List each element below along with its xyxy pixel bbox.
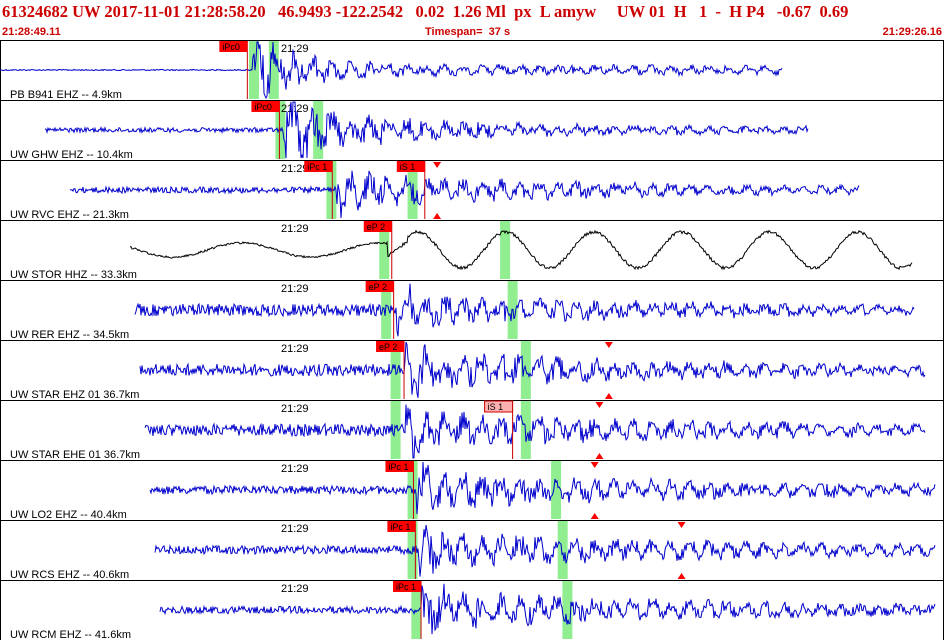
pick-window — [379, 221, 390, 279]
waveform-line — [0, 41, 783, 100]
station-label: UW RCM EHZ -- 41.6km — [10, 629, 131, 640]
pick-window — [551, 461, 562, 519]
pick-flag[interactable] — [219, 41, 248, 52]
waveform-line — [149, 461, 936, 515]
trace-panel[interactable]: 21:29 iPc0 PB B941 EHZ -- 4.9km — [0, 40, 944, 102]
amplitude-marker-bottom — [677, 573, 686, 579]
pick-window — [313, 101, 324, 159]
minute-tick-label: 21:29 — [281, 463, 309, 475]
panel-border — [0, 460, 944, 521]
amplitude-marker-bottom — [590, 513, 599, 519]
pick-window — [381, 281, 392, 339]
station-label: UW RCS EHZ -- 40.6km — [10, 569, 129, 581]
waveform-line — [159, 583, 936, 635]
pick-flag-label: iPc 1 — [388, 462, 408, 472]
pick-window — [520, 401, 531, 459]
timespan-label: Timespan= 37 s — [425, 26, 511, 38]
station-label: UW STAR EHE 01 36.7km — [10, 449, 140, 461]
pick-flag[interactable] — [484, 400, 514, 413]
station-label: UW RER EHZ -- 34.5km — [10, 329, 129, 341]
trace-panel[interactable]: 21:29 eP 2 UW STAR EHZ 01 36.7km — [0, 340, 944, 402]
pick-window — [268, 41, 279, 99]
panel-border — [0, 520, 944, 581]
pick-flag[interactable] — [363, 221, 392, 232]
amplitude-marker-top — [590, 462, 599, 468]
end-time: 21:29:26.16 — [882, 26, 942, 38]
trace-panel[interactable]: 21:29 eP 2 UW RER EHZ -- 34.5km — [0, 280, 944, 342]
pick-flag[interactable] — [365, 281, 394, 292]
minute-tick-label: 21:29 — [281, 523, 309, 535]
pick-window — [557, 521, 568, 579]
minute-tick-label: 21:29 — [281, 223, 309, 235]
pick-flag-label: iPc 1 — [396, 582, 416, 592]
station-label: UW RVC EHZ -- 21.3km — [10, 209, 129, 221]
waveform-line — [44, 101, 809, 159]
panel-border — [0, 400, 944, 461]
station-label: UW STAR EHZ 01 36.7km — [10, 389, 139, 401]
pick-flag-label: iPc0 — [222, 42, 240, 52]
amplitude-marker-top — [595, 402, 604, 408]
amplitude-marker-bottom — [604, 393, 613, 399]
pick-flag[interactable] — [393, 581, 422, 592]
station-label: UW GHW EHZ -- 10.4km — [10, 149, 133, 161]
waveform-line — [129, 229, 913, 271]
pick-flag-label: eP 2 — [369, 282, 387, 292]
station-label: PB B941 EHZ -- 4.9km — [10, 89, 122, 101]
trace-panel[interactable]: 21:29 iPc 1 UW RCM EHZ -- 41.6km — [0, 580, 944, 640]
panel-border — [0, 220, 944, 281]
pick-flag[interactable] — [376, 341, 405, 352]
amplitude-marker-bottom — [595, 453, 604, 459]
event-summary-line: 61324682 UW 2017-11-01 21:28:58.20 46.94… — [2, 2, 849, 21]
pick-flag-label: eP 2 — [367, 222, 385, 232]
pick-window — [248, 41, 259, 99]
amplitude-marker-top — [433, 162, 442, 168]
pick-flag-label: iPc 1 — [390, 522, 410, 532]
panel-border — [0, 340, 944, 401]
trace-panel[interactable]: 21:29 iPc 1 UW RCS EHZ -- 40.6km — [0, 520, 944, 582]
station-label: UW STOR HHZ -- 33.3km — [10, 269, 137, 281]
minute-tick-label: 21:29 — [281, 43, 309, 55]
panel-border — [0, 580, 944, 640]
pick-flag[interactable] — [304, 161, 333, 172]
minute-tick-label: 21:29 — [281, 343, 309, 355]
minute-tick-label: 21:29 — [281, 403, 309, 415]
minute-tick-label: 21:29 — [281, 283, 309, 295]
station-label: UW LO2 EHZ -- 40.4km — [10, 509, 127, 521]
minute-tick-label: 21:29 — [281, 103, 309, 115]
pick-flag-label: iPc 1 — [307, 162, 327, 172]
waveform-line — [144, 404, 926, 459]
pick-flag-label: iS 1 — [400, 162, 416, 172]
pick-window — [411, 581, 422, 639]
pick-flag[interactable] — [396, 161, 425, 172]
pick-flag-label: eP 2 — [379, 342, 397, 352]
trace-panel[interactable]: 21:29 iPc0 UW GHW EHZ -- 10.4km — [0, 100, 944, 162]
waveform-line — [139, 341, 926, 398]
amplitude-marker-top — [604, 342, 613, 348]
pick-flag-label: iPc0 — [254, 102, 272, 112]
trace-panel[interactable]: 21:29 eP 2 UW STOR HHZ -- 33.3km — [0, 220, 944, 282]
minute-tick-label: 21:29 — [281, 583, 309, 595]
amplitude-marker-bottom — [433, 213, 442, 219]
event-header: 61324682 UW 2017-11-01 21:28:58.20 46.94… — [0, 0, 944, 40]
pick-window — [562, 581, 573, 639]
amplitude-marker-top — [677, 522, 686, 528]
waveform-line — [69, 170, 860, 219]
pick-flag[interactable] — [251, 101, 280, 112]
trace-panel[interactable]: 21:29 iPc 1 UW LO2 EHZ -- 40.4km — [0, 460, 944, 522]
start-time: 21:28:49.11 — [2, 26, 61, 38]
trace-panel[interactable]: 21:29 iS 1 UW STAR EHE 01 36.7km — [0, 400, 944, 462]
pick-flag[interactable] — [385, 461, 414, 472]
panel-border — [0, 40, 944, 101]
waveform-line — [134, 283, 915, 337]
minute-tick-label: 21:29 — [281, 163, 309, 175]
pick-flag-label: iS 1 — [488, 402, 504, 412]
pick-window — [500, 221, 511, 279]
pick-window — [390, 401, 401, 459]
pick-flag[interactable] — [387, 521, 416, 532]
waveform-line — [154, 524, 936, 577]
